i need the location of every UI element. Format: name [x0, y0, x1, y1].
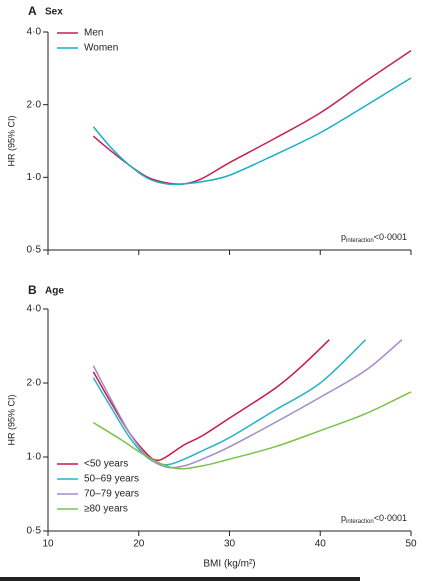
- panel-letter: A: [28, 4, 37, 18]
- y-tick-label: 2·0: [27, 378, 42, 389]
- y-axis-label: HR (95% CI): [6, 115, 16, 166]
- annotation-part: p: [341, 513, 346, 523]
- legend-label: Men: [84, 28, 103, 39]
- y-tick-label: 1·0: [27, 172, 42, 183]
- legend-label: 70–79 years: [84, 489, 139, 500]
- panel-letter: B: [28, 283, 37, 297]
- annotation-part: interaction: [346, 238, 374, 244]
- legend-label: ≥80 years: [84, 504, 128, 515]
- legend-label: Women: [84, 43, 118, 54]
- series-line: [92, 339, 367, 466]
- y-tick-label: 0·5: [27, 526, 42, 537]
- annotation-part: <0·0001: [374, 232, 407, 242]
- annotation-part: p: [341, 232, 346, 242]
- series-line: [92, 77, 412, 186]
- x-tick-label: 10: [42, 539, 54, 550]
- bottom-bar: [0, 577, 360, 581]
- y-tick-label: 4·0: [27, 304, 42, 315]
- annotation-part: <0·0001: [374, 513, 407, 523]
- y-tick-label: 4·0: [27, 27, 42, 38]
- series-line: [92, 391, 412, 470]
- panel-title: Age: [45, 286, 64, 297]
- y-axis-label: HR (95% CI): [6, 394, 16, 445]
- y-tick-label: 0·5: [27, 245, 42, 256]
- x-tick-label: 40: [315, 539, 327, 550]
- series-line: [92, 49, 412, 185]
- x-tick-label: 50: [405, 539, 417, 550]
- annotation: pinteraction<0·0001: [341, 513, 407, 524]
- y-tick-label: 2·0: [27, 99, 42, 110]
- annotation: pinteraction<0·0001: [341, 232, 407, 243]
- series-line: [92, 339, 403, 469]
- y-tick-label: 1·0: [27, 452, 42, 463]
- x-tick-label: 20: [133, 539, 145, 550]
- annotation-part: interaction: [346, 519, 374, 525]
- legend-label: 50–69 years: [84, 474, 139, 485]
- x-axis-label: BMI (kg/m²): [203, 559, 255, 570]
- x-tick-label: 30: [224, 539, 236, 550]
- legend-label: <50 years: [84, 459, 128, 470]
- panel-title: Sex: [45, 7, 63, 18]
